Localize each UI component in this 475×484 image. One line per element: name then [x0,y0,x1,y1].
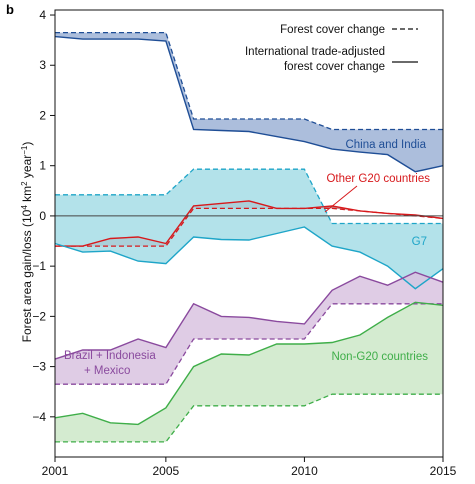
y-tick-label: 3 [39,58,46,72]
label-brazil-line1: Brazil + Indonesia [64,350,156,362]
panel-label: b [6,2,14,17]
y-tick-label: −4 [32,410,46,424]
y-axis: −4 −3 −2 −1 0 1 2 3 4 [32,8,55,424]
label-non-g20: Non-G20 countries [331,351,428,363]
y-tick-label: 4 [39,8,46,22]
y-tick-label: −1 [32,259,46,273]
ylabel-end: ) [20,142,34,146]
y-tick-label: −3 [32,360,46,374]
x-tick-label: 2015 [430,464,457,478]
y-axis-title: Forest area gain/loss (104 km2 year−1) [20,142,35,343]
x-tick-label: 2005 [153,464,180,478]
area-brazil-indonesia-mexico [55,272,443,385]
line-forest-cover-other-g20-countries [55,207,444,247]
y-tick-label: 0 [39,209,46,223]
x-axis: 2001 2005 2010 2015 [42,457,457,478]
legend: Forest cover change International trade-… [245,24,418,73]
label-g7: G7 [412,236,427,248]
line-forest-cover-brazil-indonesia-mexico [55,303,443,385]
ylabel-sup2: 2 [20,181,29,186]
area-non-g20-countries [55,302,443,442]
ylabel-sup3: −1 [20,145,29,155]
area-china-and-india [55,32,443,172]
line-trade-adjusted-brazil-indonesia-mexico [54,271,444,360]
line-trade-adjusted-g7 [54,226,444,290]
legend-solid-label-line2: forest cover change [284,61,385,73]
label-other-g20-leader [324,185,358,213]
legend-dashed-label: Forest cover change [280,24,385,36]
label-other-g20: Other G20 countries [326,173,430,185]
label-brazil-line2: + Mexico [84,365,130,377]
line-trade-adjusted-non-g20-countries [54,301,444,426]
line-trade-adjusted-other-g20-countries [55,200,444,247]
y-tick-label: 1 [39,159,46,173]
series-areas [55,32,443,442]
legend-solid-label-line1: International trade-adjusted [245,46,385,58]
series-lines [54,31,444,443]
y-tick-label: −2 [32,309,46,323]
ylabel-sup1: 4 [20,205,29,210]
x-tick-label: 2001 [42,464,69,478]
area-g7 [55,169,443,289]
ylabel-mid: km [20,186,34,205]
line-forest-cover-china-and-india [55,31,443,131]
label-china-india: China and India [345,139,426,151]
ylabel-main: Forest area gain/loss (10 [20,209,34,342]
series-labels: China and India Other G20 countries G7 B… [64,139,430,377]
line-forest-cover-non-g20-countries [55,393,443,443]
y-tick-label: 2 [39,108,46,122]
plot-frame [54,9,444,458]
line-forest-cover-g7 [55,168,443,225]
ylabel-mid2: year [20,155,34,182]
x-tick-label: 2010 [291,464,318,478]
line-trade-adjusted-china-and-india [54,35,444,173]
